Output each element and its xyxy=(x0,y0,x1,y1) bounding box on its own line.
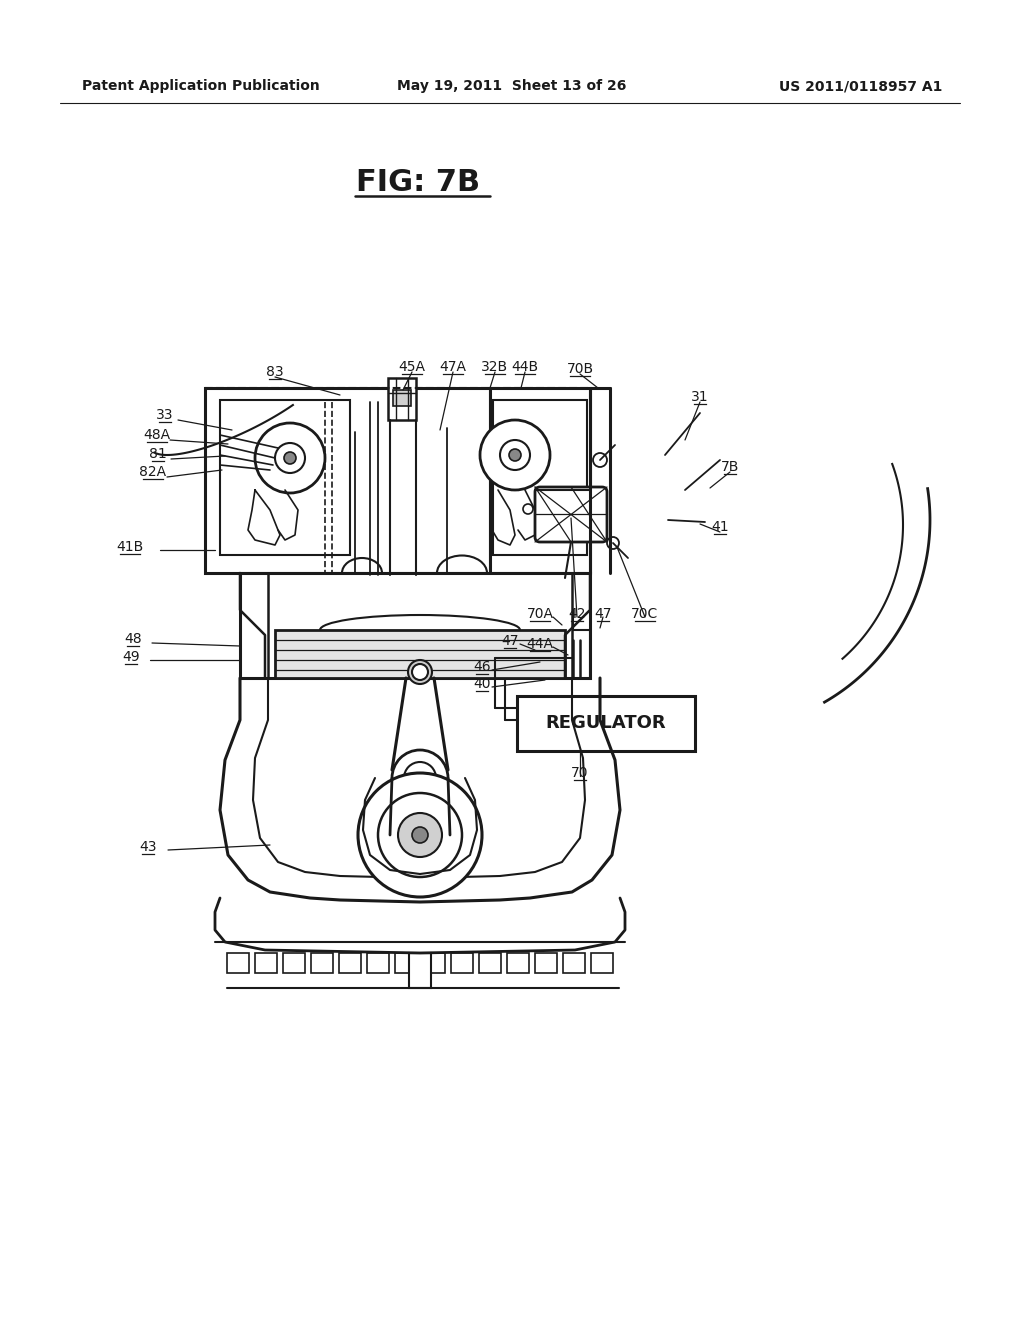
Bar xyxy=(409,953,431,987)
Circle shape xyxy=(255,422,325,492)
Circle shape xyxy=(358,774,482,898)
Text: 81: 81 xyxy=(150,447,167,461)
Text: 46: 46 xyxy=(473,660,490,675)
Text: 44A: 44A xyxy=(526,638,554,651)
Text: 41: 41 xyxy=(712,520,729,535)
Circle shape xyxy=(284,451,296,465)
Text: 48: 48 xyxy=(124,632,141,645)
FancyBboxPatch shape xyxy=(535,487,607,543)
Text: 70: 70 xyxy=(571,766,589,780)
Text: 82A: 82A xyxy=(139,465,167,479)
Bar xyxy=(591,953,613,973)
Circle shape xyxy=(275,444,305,473)
Text: May 19, 2011  Sheet 13 of 26: May 19, 2011 Sheet 13 of 26 xyxy=(397,79,627,92)
Bar xyxy=(517,696,695,751)
Text: 43: 43 xyxy=(139,840,157,854)
Circle shape xyxy=(408,660,432,684)
Text: REGULATOR: REGULATOR xyxy=(546,714,667,733)
Bar xyxy=(240,573,590,678)
Bar xyxy=(388,378,416,420)
Circle shape xyxy=(392,750,449,807)
Bar xyxy=(490,388,590,573)
Text: 7B: 7B xyxy=(721,459,739,474)
Text: 44B: 44B xyxy=(511,360,539,374)
Bar xyxy=(423,953,445,973)
Text: 42: 42 xyxy=(568,607,586,620)
Bar xyxy=(367,953,389,973)
Bar xyxy=(507,953,529,973)
Circle shape xyxy=(404,762,436,795)
Bar xyxy=(220,400,350,554)
Bar xyxy=(227,953,249,973)
Text: 47: 47 xyxy=(502,634,519,648)
Text: 48A: 48A xyxy=(143,428,171,442)
Text: 32B: 32B xyxy=(481,360,509,374)
Text: 45A: 45A xyxy=(398,360,426,374)
Text: 41B: 41B xyxy=(117,540,143,554)
Text: Patent Application Publication: Patent Application Publication xyxy=(82,79,319,92)
Circle shape xyxy=(509,449,521,461)
Circle shape xyxy=(398,813,442,857)
Bar xyxy=(205,388,490,573)
Text: US 2011/0118957 A1: US 2011/0118957 A1 xyxy=(778,79,942,92)
Bar xyxy=(311,953,333,973)
Bar xyxy=(479,953,501,973)
Circle shape xyxy=(500,440,530,470)
Circle shape xyxy=(593,453,607,467)
Text: 70B: 70B xyxy=(566,362,594,376)
Bar xyxy=(255,953,278,973)
Circle shape xyxy=(607,537,618,549)
Circle shape xyxy=(412,828,428,843)
Bar xyxy=(535,953,557,973)
Circle shape xyxy=(480,420,550,490)
Text: 33: 33 xyxy=(157,408,174,422)
Bar xyxy=(493,400,587,554)
Text: 49: 49 xyxy=(122,649,140,664)
Circle shape xyxy=(412,664,428,680)
Text: 47A: 47A xyxy=(439,360,467,374)
Text: 31: 31 xyxy=(691,389,709,404)
Bar xyxy=(451,953,473,973)
Bar xyxy=(393,389,411,407)
Circle shape xyxy=(378,793,462,876)
Bar xyxy=(339,953,361,973)
Text: 70A: 70A xyxy=(526,607,554,620)
Text: 47: 47 xyxy=(594,607,611,620)
Bar xyxy=(283,953,305,973)
Text: FIG: 7B: FIG: 7B xyxy=(356,168,480,197)
Text: 40: 40 xyxy=(473,677,490,690)
Bar xyxy=(395,953,417,973)
Bar xyxy=(275,630,565,678)
Text: 83: 83 xyxy=(266,366,284,379)
Text: 70C: 70C xyxy=(632,607,658,620)
Circle shape xyxy=(523,504,534,513)
Bar xyxy=(563,953,585,973)
